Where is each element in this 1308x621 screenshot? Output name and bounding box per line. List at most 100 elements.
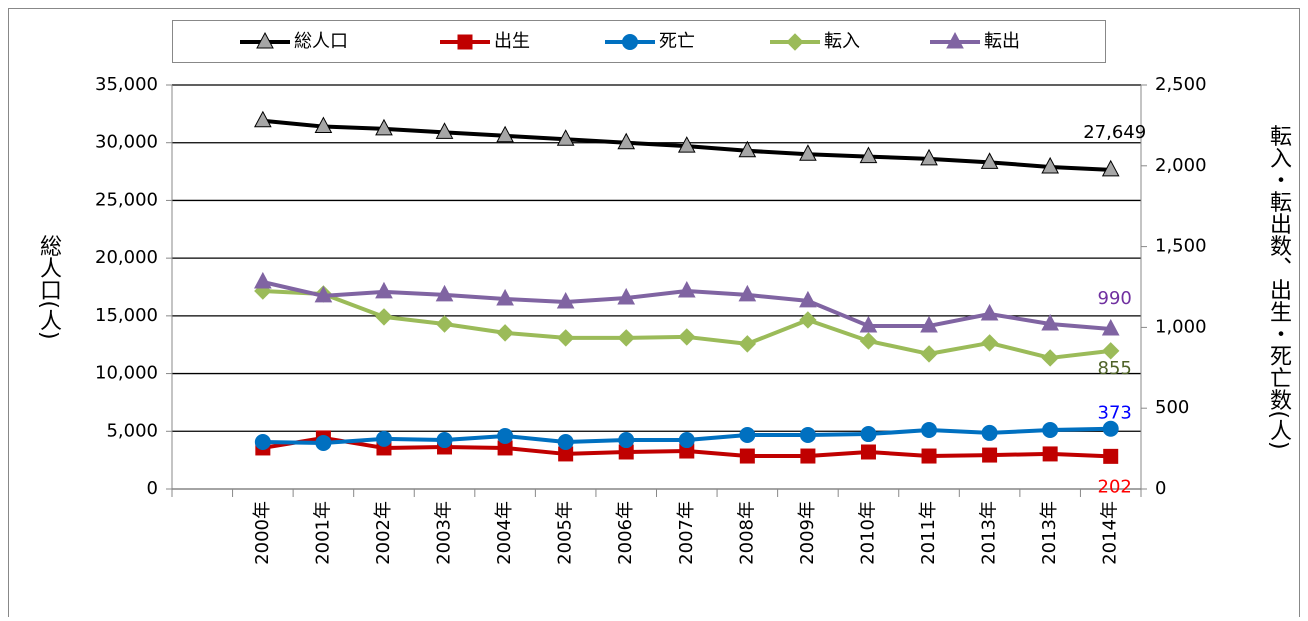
data-point: [496, 324, 514, 342]
x-tick-label: 2006年: [615, 501, 636, 565]
data-point: [1041, 349, 1059, 367]
data-point: [556, 129, 575, 146]
data-point: [314, 116, 333, 134]
data-point: [436, 432, 453, 449]
data-point: [617, 329, 635, 347]
x-tick-label: 2013年: [979, 501, 1000, 565]
data-point: [921, 448, 937, 464]
data-point: [617, 287, 636, 305]
x-tick-label: 2004年: [494, 501, 515, 565]
data-point: [799, 427, 816, 444]
data-point: [738, 140, 757, 158]
y2-tick-label: 1,000: [1155, 316, 1207, 337]
chart-frame: [8, 8, 1300, 621]
legend-marker: [622, 34, 638, 50]
data-point: [435, 122, 454, 139]
legend-label: 総人口: [294, 31, 348, 52]
data-point: [738, 284, 757, 302]
y-tick-label: 15,000: [95, 305, 158, 326]
data-point: [254, 433, 271, 450]
y-tick-label: 5,000: [106, 420, 158, 441]
x-tick-label: 2008年: [736, 501, 757, 565]
data-label: 990: [1098, 288, 1132, 309]
data-point: [921, 422, 938, 439]
data-label: 202: [1098, 476, 1132, 497]
data-point: [557, 433, 574, 450]
y2-tick-label: 0: [1155, 478, 1166, 499]
x-tick-label: 2011年: [918, 501, 939, 565]
x-tick-label: 2014年: [1100, 501, 1121, 565]
y-axis-title: 総人口(人): [36, 234, 62, 339]
x-tick-label: 2000年: [252, 501, 273, 565]
y2-axis-title: 転入・転出数、出生・死亡数(人): [1266, 124, 1292, 449]
legend-marker: [786, 33, 804, 51]
x-tick-label: 2013年: [1039, 501, 1060, 565]
x-tick-label: 2005年: [555, 501, 576, 565]
data-point: [981, 424, 998, 441]
y-tick-label: 0: [147, 478, 158, 499]
data-point: [617, 132, 636, 150]
x-tick-label: 2002年: [373, 501, 394, 565]
data-point: [859, 315, 878, 333]
x-tick-label: 2007年: [676, 501, 697, 565]
legend-marker: [256, 31, 274, 49]
y-tick-label: 20,000: [95, 247, 158, 268]
data-point: [920, 315, 938, 333]
data-point: [314, 285, 333, 303]
data-point: [1101, 318, 1120, 336]
data-point: [677, 280, 696, 298]
data-point: [799, 311, 817, 329]
data-point: [375, 430, 392, 447]
data-point: [254, 110, 272, 128]
y2-tick-label: 2,000: [1155, 155, 1207, 176]
data-point: [1101, 159, 1120, 177]
data-point: [739, 448, 755, 464]
data-point: [1042, 446, 1058, 462]
legend-label: 死亡: [659, 31, 695, 52]
data-point: [739, 427, 756, 444]
data-label: 373: [1098, 403, 1132, 424]
legend-label: 転入: [824, 31, 860, 52]
x-tick-label: 2010年: [857, 501, 878, 565]
data-point: [738, 335, 757, 353]
data-point: [618, 432, 635, 449]
data-point: [435, 284, 454, 302]
data-point: [1042, 422, 1059, 439]
data-point: [315, 434, 332, 451]
data-point: [980, 152, 999, 169]
data-point: [982, 447, 998, 463]
data-point: [375, 281, 393, 299]
data-label: 855: [1098, 358, 1132, 379]
data-point: [678, 328, 696, 346]
x-tick-label: 2001年: [312, 501, 333, 565]
data-point: [556, 329, 575, 347]
x-tick-label: 2003年: [434, 501, 455, 565]
y2-tick-label: 1,500: [1155, 236, 1207, 257]
legend-marker: [946, 31, 964, 49]
data-point: [1041, 156, 1059, 174]
data-point: [375, 308, 393, 326]
y2-tick-label: 2,500: [1155, 74, 1207, 95]
data-point: [375, 118, 393, 136]
data-point: [497, 427, 514, 444]
legend-marker: [457, 34, 473, 50]
data-point: [1103, 448, 1119, 464]
data-point: [556, 291, 575, 309]
data-point: [254, 271, 272, 289]
data-point: [859, 146, 878, 164]
data-point: [1102, 342, 1120, 360]
y-tick-label: 25,000: [95, 189, 158, 210]
series-line: [262, 289, 1111, 360]
y-tick-label: 30,000: [95, 132, 158, 153]
data-point: [860, 426, 877, 443]
data-point: [799, 144, 817, 161]
data-point: [859, 332, 878, 350]
data-point: [496, 288, 514, 306]
data-point: [1041, 313, 1059, 331]
legend-label: 出生: [494, 31, 530, 52]
data-point: [860, 444, 876, 460]
data-point: [920, 148, 938, 166]
data-point: [800, 448, 816, 464]
data-point: [677, 136, 696, 153]
